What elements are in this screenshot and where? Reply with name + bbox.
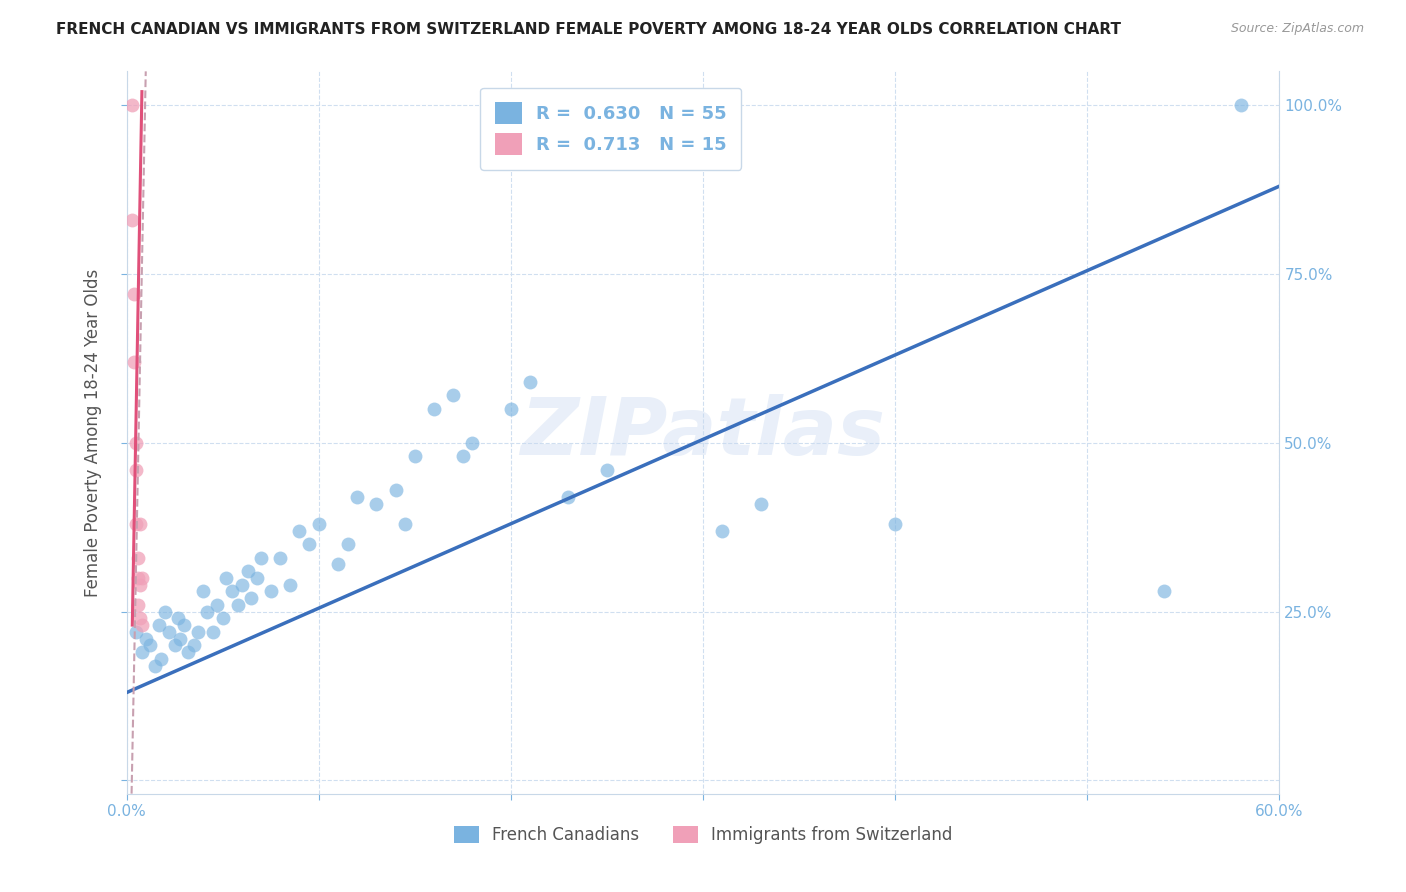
Point bbox=[346, 490, 368, 504]
Point bbox=[441, 388, 464, 402]
Point bbox=[127, 598, 149, 612]
Point bbox=[122, 355, 145, 369]
Point bbox=[148, 618, 170, 632]
Point bbox=[557, 490, 579, 504]
Point bbox=[150, 652, 173, 666]
Point bbox=[366, 496, 388, 510]
Point bbox=[394, 516, 416, 531]
Point bbox=[250, 550, 273, 565]
Point bbox=[153, 605, 176, 619]
Legend: French Canadians, Immigrants from Switzerland: French Canadians, Immigrants from Switze… bbox=[447, 819, 959, 851]
Point bbox=[221, 584, 243, 599]
Point bbox=[157, 624, 180, 639]
Point bbox=[326, 558, 349, 572]
Point bbox=[131, 645, 153, 659]
Point bbox=[169, 632, 191, 646]
Point bbox=[236, 564, 259, 578]
Point bbox=[122, 287, 145, 301]
Point bbox=[125, 463, 148, 477]
Point bbox=[129, 611, 152, 625]
Point bbox=[269, 550, 291, 565]
Point bbox=[145, 658, 166, 673]
Point bbox=[298, 537, 321, 551]
Point bbox=[121, 98, 143, 112]
Text: Source: ZipAtlas.com: Source: ZipAtlas.com bbox=[1230, 22, 1364, 36]
Y-axis label: Female Poverty Among 18-24 Year Olds: Female Poverty Among 18-24 Year Olds bbox=[84, 268, 103, 597]
Point bbox=[240, 591, 263, 605]
Point bbox=[163, 638, 186, 652]
Point bbox=[231, 577, 253, 591]
Point bbox=[202, 624, 225, 639]
Point bbox=[129, 577, 152, 591]
Point bbox=[451, 449, 474, 463]
Point bbox=[1230, 98, 1253, 112]
Point bbox=[404, 449, 426, 463]
Point bbox=[519, 375, 541, 389]
Point bbox=[246, 571, 269, 585]
Point bbox=[308, 516, 330, 531]
Point bbox=[461, 435, 484, 450]
Point bbox=[131, 571, 153, 585]
Point bbox=[193, 584, 215, 599]
Point bbox=[749, 496, 772, 510]
Point bbox=[596, 463, 619, 477]
Point bbox=[125, 624, 148, 639]
Point bbox=[259, 584, 281, 599]
Point bbox=[129, 516, 152, 531]
Point bbox=[135, 632, 157, 646]
Text: FRENCH CANADIAN VS IMMIGRANTS FROM SWITZERLAND FEMALE POVERTY AMONG 18-24 YEAR O: FRENCH CANADIAN VS IMMIGRANTS FROM SWITZ… bbox=[56, 22, 1121, 37]
Point bbox=[226, 598, 249, 612]
Point bbox=[1153, 584, 1175, 599]
Point bbox=[167, 611, 190, 625]
Point bbox=[711, 524, 734, 538]
Point bbox=[183, 638, 205, 652]
Point bbox=[205, 598, 228, 612]
Point bbox=[131, 618, 153, 632]
Point bbox=[173, 618, 195, 632]
Text: ZIPatlas: ZIPatlas bbox=[520, 393, 886, 472]
Point bbox=[125, 516, 148, 531]
Point bbox=[336, 537, 359, 551]
Point bbox=[884, 516, 907, 531]
Point bbox=[187, 624, 209, 639]
Point bbox=[127, 550, 149, 565]
Point bbox=[215, 571, 238, 585]
Point bbox=[278, 577, 301, 591]
Point bbox=[121, 213, 143, 227]
Point bbox=[127, 571, 149, 585]
Point bbox=[195, 605, 218, 619]
Point bbox=[423, 402, 446, 417]
Point bbox=[384, 483, 406, 497]
Point bbox=[499, 402, 522, 417]
Point bbox=[125, 435, 148, 450]
Point bbox=[138, 638, 160, 652]
Point bbox=[288, 524, 311, 538]
Point bbox=[177, 645, 200, 659]
Point bbox=[211, 611, 233, 625]
